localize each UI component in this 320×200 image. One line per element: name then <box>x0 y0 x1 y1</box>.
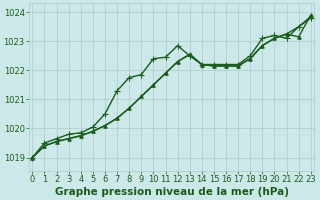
X-axis label: Graphe pression niveau de la mer (hPa): Graphe pression niveau de la mer (hPa) <box>55 187 289 197</box>
